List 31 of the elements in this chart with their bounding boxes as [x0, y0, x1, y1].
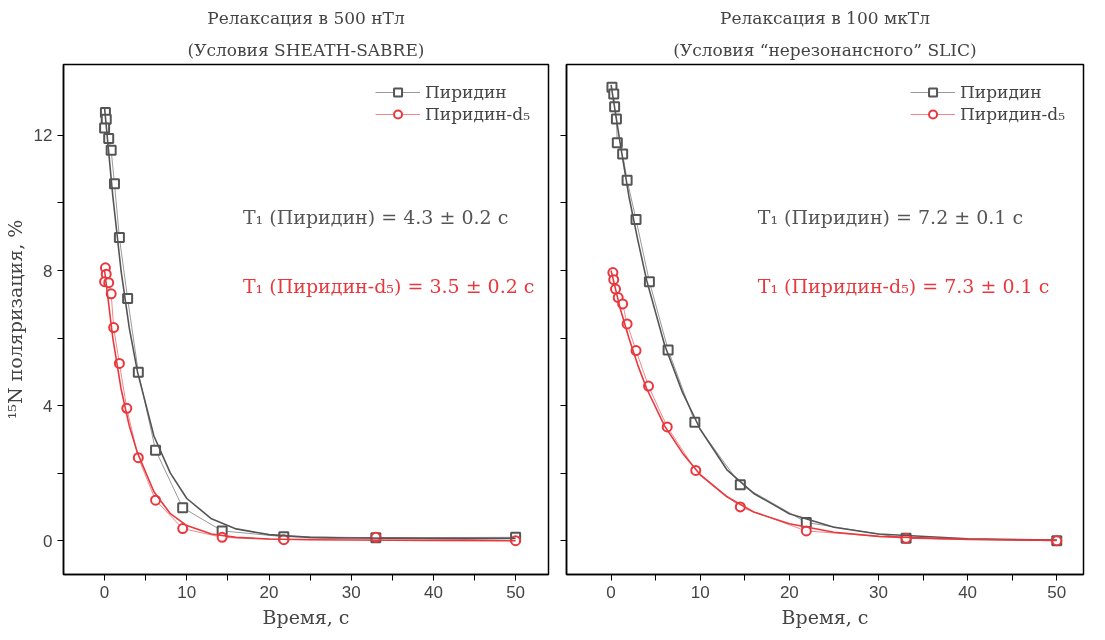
- x-tick-label: 20: [779, 582, 799, 602]
- legend-label: Пиридин: [960, 82, 1042, 102]
- chart-subtitle: (Условия “нерезонансного” SLIC): [673, 39, 977, 60]
- y-tick-label: 0: [43, 531, 53, 551]
- x-tick-label: 10: [177, 582, 197, 602]
- annotation: T₁ (Пиридин-d₅) = 3.5 ± 0.2 с: [242, 274, 535, 297]
- x-tick-label: 0: [99, 582, 110, 602]
- y-tick-label: 8: [43, 261, 53, 281]
- chart-title: Релаксация в 500 нТл: [207, 7, 405, 28]
- x-tick-label: 10: [690, 582, 710, 602]
- chart-title: Релаксация в 100 мкТл: [720, 7, 931, 28]
- x-tick-label: 0: [606, 582, 616, 602]
- y-tick-label: 4: [43, 396, 53, 416]
- y-tick-label: 12: [33, 126, 53, 146]
- annotation: T₁ (Пиридин-d₅) = 7.3 ± 0.1 с: [757, 274, 1050, 297]
- x-tick-label: 40: [423, 582, 443, 602]
- legend-label: Пиридин-d₅: [425, 104, 530, 124]
- x-tick-label: 50: [1047, 582, 1067, 602]
- x-axis-title: Время, с: [781, 605, 869, 628]
- x-tick-label: 30: [341, 582, 361, 602]
- x-tick-label: 30: [869, 582, 888, 602]
- y-axis-title: ¹⁵N поляризация, %: [3, 219, 26, 420]
- annotation: T₁ (Пиридин) = 7.2 ± 0.1 с: [757, 205, 1024, 228]
- x-tick-label: 50: [506, 582, 526, 602]
- legend-label: Пиридин: [425, 82, 507, 102]
- x-tick-label: 40: [958, 582, 978, 602]
- x-axis-title: Время, с: [262, 605, 350, 628]
- x-tick-label: 20: [259, 582, 279, 602]
- annotation: T₁ (Пиридин) = 4.3 ± 0.2 с: [242, 205, 509, 228]
- chart-subtitle: (Условия SHEATH-SABRE): [187, 39, 425, 60]
- legend-label: Пиридин-d₅: [960, 104, 1065, 124]
